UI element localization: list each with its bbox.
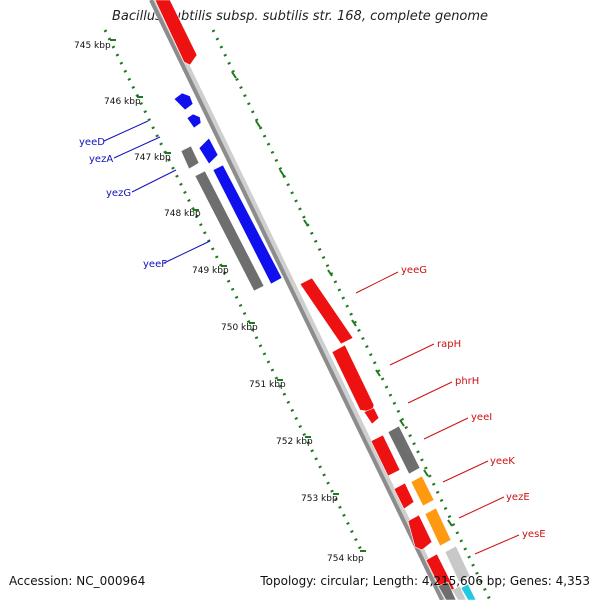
gene-forward[interactable] [407, 514, 433, 551]
outer-tick-track [211, 29, 492, 600]
label-connector [458, 496, 505, 519]
label-connector [389, 343, 435, 366]
gene-label-yeeI[interactable]: yeeI [471, 412, 492, 423]
tick-label: 753 kbp [301, 494, 338, 504]
outer-major-tick [423, 469, 429, 477]
gene-yeeD[interactable] [173, 92, 194, 111]
gene-label-yeeF[interactable]: yeeF [143, 259, 167, 270]
label-connector [113, 136, 161, 159]
label-connector [131, 169, 177, 193]
genome-summary-text: Topology: circular; Length: 4,215,606 bp… [260, 574, 590, 588]
gene-label-yezG[interactable]: yezG [106, 188, 131, 199]
map-title: Bacillus subtilis subsp. subtilis str. 1… [111, 9, 489, 24]
outer-major-tick [279, 169, 285, 177]
gene-yeeF[interactable] [212, 164, 283, 285]
label-connector [423, 417, 469, 440]
tick-label: 750 kbp [221, 323, 258, 333]
outer-major-tick [303, 219, 309, 227]
outer-major-tick [231, 71, 237, 79]
accession-text: Accession: NC_000964 [9, 574, 146, 588]
tick-label: 746 kbp [104, 97, 141, 107]
gene-yezA[interactable] [186, 113, 202, 129]
gene-label-yezE[interactable]: yezE [506, 492, 530, 503]
genome-backbone [149, 0, 444, 600]
gene-label-yeeG[interactable]: yeeG [401, 265, 427, 276]
gene-yezE[interactable] [410, 475, 435, 507]
outer-major-ticks [231, 71, 453, 527]
tick-label: 751 kbp [249, 380, 286, 390]
label-connector [103, 120, 149, 142]
gene-forward[interactable] [393, 482, 415, 510]
gene-label-rapH[interactable]: rapH [437, 339, 461, 350]
tick-label: 752 kbp [276, 437, 313, 447]
tick-label: 754 kbp [327, 554, 364, 564]
gene-phrH[interactable] [363, 407, 380, 425]
outer-major-tick [255, 120, 261, 128]
outer-major-tick [375, 369, 381, 377]
gene-yesE[interactable] [424, 507, 452, 547]
inner-tick-track [103, 29, 364, 553]
backbone-shadow [150, 0, 449, 600]
gene-label-yeeD[interactable]: yeeD [79, 137, 105, 148]
outer-major-tick [399, 419, 405, 427]
gene-light[interactable] [451, 585, 467, 600]
gene-gray[interactable] [180, 145, 200, 170]
tick-label: 745 kbp [74, 41, 111, 51]
label-connector [163, 240, 211, 264]
gene-yeeI[interactable] [387, 425, 421, 475]
gene-gray[interactable] [194, 170, 265, 292]
gene-label-yeeK[interactable]: yeeK [490, 456, 515, 467]
gene-yeeG[interactable] [299, 277, 354, 345]
gene-forward[interactable] [154, 0, 198, 66]
gene-light[interactable] [444, 545, 471, 583]
gene-yeeK[interactable] [370, 434, 401, 477]
gene-cyan[interactable] [460, 583, 477, 600]
label-connector [355, 271, 399, 294]
tick-label: 747 kbp [134, 153, 171, 163]
label-connector [407, 381, 453, 404]
gene-label-yesE[interactable]: yesE [522, 529, 546, 540]
label-connector [442, 460, 489, 483]
gene-label-yezA[interactable]: yezA [89, 154, 113, 165]
tick-label: 748 kbp [164, 209, 201, 219]
major-ticks [110, 39, 366, 552]
outer-major-tick [351, 319, 357, 327]
tick-label: 749 kbp [192, 266, 229, 276]
gene-yezG[interactable] [198, 137, 219, 165]
gene-gray[interactable] [437, 581, 457, 600]
outer-major-tick [447, 519, 453, 527]
label-connector [474, 534, 520, 555]
gene-label-phrH[interactable]: phrH [455, 376, 479, 387]
outer-major-tick [327, 269, 333, 277]
